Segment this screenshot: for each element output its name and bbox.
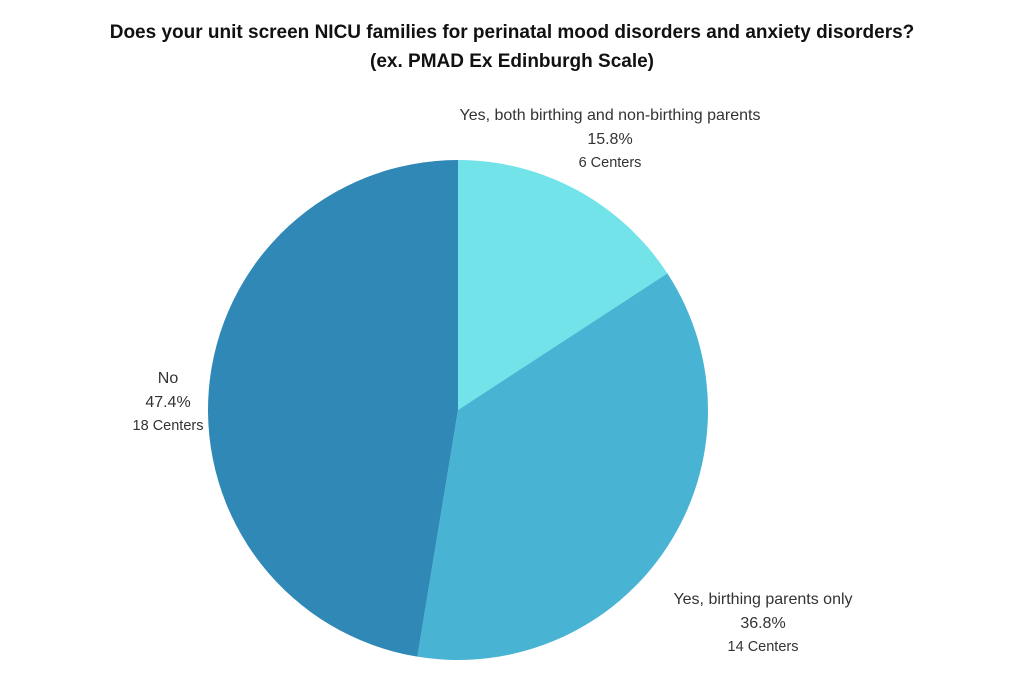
chart-subtitle: (ex. PMAD Ex Edinburgh Scale) <box>370 51 654 72</box>
slice-label-group-2: Yes, birthing parents only 36.8% 14 Center… <box>673 591 852 655</box>
slice-label-3: No <box>158 370 179 387</box>
slice-count-2: 14 Centers <box>728 639 799 655</box>
slice-count-3: 18 Centers <box>133 418 204 434</box>
pie-slice-3 <box>207 160 458 657</box>
slice-label-group-1: Yes, both birthing and non-birthing pare… <box>460 107 761 171</box>
slice-label-1: Yes, both birthing and non-birthing pare… <box>460 107 761 124</box>
slice-label-2: Yes, birthing parents only <box>673 591 852 608</box>
slice-percent-1: 15.8% <box>587 131 632 148</box>
slice-label-group-3: No 47.4% 18 Centers <box>133 370 204 434</box>
pie-slice-1 <box>458 160 668 410</box>
slice-percent-2: 36.8% <box>740 615 785 632</box>
slice-count-1: 6 Centers <box>579 155 642 171</box>
pie-slice-2 <box>417 273 708 661</box>
pie-slices <box>207 160 708 661</box>
chart-title: Does your unit screen NICU families for … <box>109 22 915 43</box>
slice-percent-3: 47.4% <box>145 394 190 411</box>
pie-labels: Yes, both birthing and non-birthing pare… <box>133 107 853 655</box>
